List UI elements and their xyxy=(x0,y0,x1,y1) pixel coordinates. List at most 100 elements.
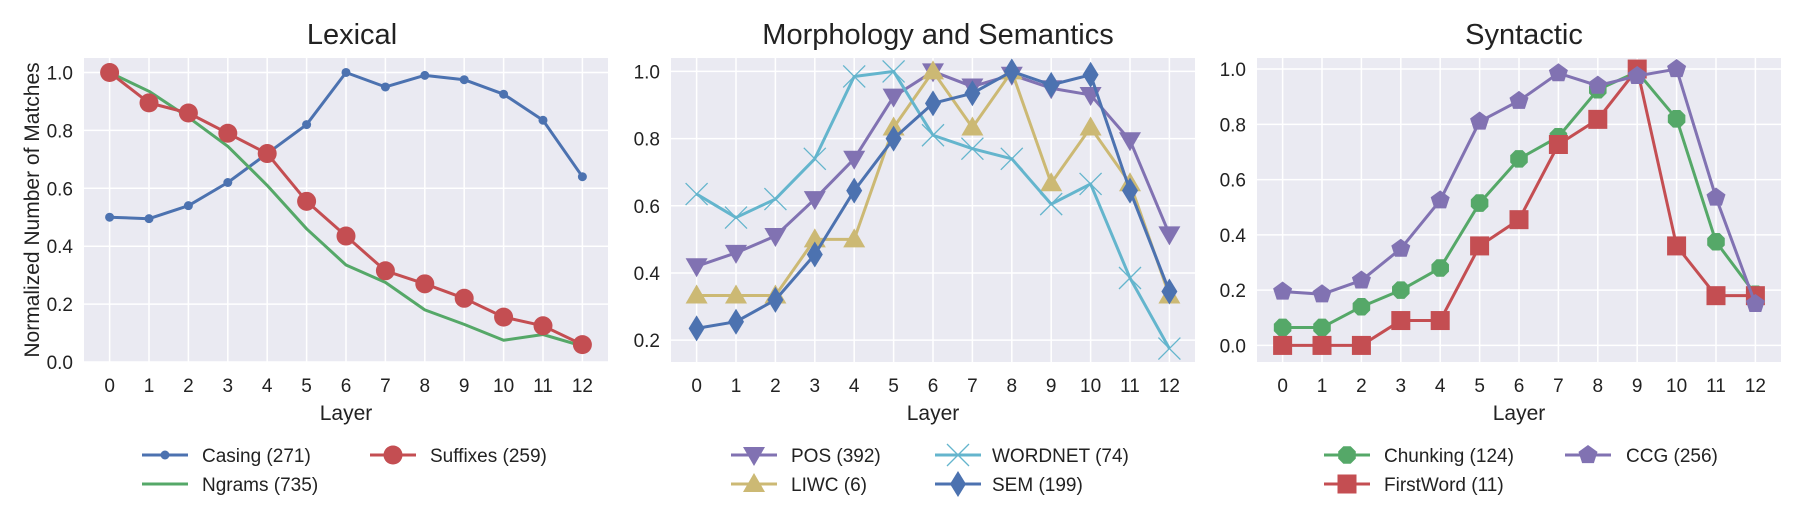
data-point xyxy=(1351,335,1371,355)
data-point xyxy=(1352,297,1371,316)
data-point xyxy=(380,82,390,92)
series-ccg xyxy=(1273,59,1765,313)
data-point xyxy=(1158,226,1181,246)
legend-label: FirstWord (11) xyxy=(1384,475,1504,496)
legend-marker xyxy=(1578,445,1598,464)
x-tick-label: 6 xyxy=(341,376,352,397)
x-axis-label: Layer xyxy=(320,402,373,425)
legend-marker xyxy=(1338,446,1356,464)
x-tick-label: 6 xyxy=(1514,376,1525,397)
x-tick-label: 2 xyxy=(183,376,194,397)
data-point xyxy=(1509,210,1529,230)
x-tick-label: 10 xyxy=(1080,376,1101,397)
data-point xyxy=(178,103,198,123)
data-point xyxy=(341,67,351,77)
data-point xyxy=(846,177,863,204)
legend-marker xyxy=(1337,474,1357,494)
data-point xyxy=(843,150,866,170)
data-point xyxy=(842,65,866,88)
x-tick-label: 0 xyxy=(104,376,115,397)
data-point xyxy=(882,59,906,83)
legend-marker xyxy=(383,445,403,465)
data-point xyxy=(139,93,159,113)
data-point xyxy=(1431,259,1449,277)
data-point xyxy=(1157,337,1181,361)
data-point xyxy=(1548,63,1568,82)
x-tick-label: 5 xyxy=(301,376,312,397)
y-tick-label: 0.4 xyxy=(47,237,74,258)
data-point xyxy=(1043,71,1060,98)
data-point xyxy=(1313,318,1331,337)
data-point xyxy=(1082,61,1099,88)
legend-marker xyxy=(743,447,765,466)
data-point xyxy=(494,307,514,327)
data-point xyxy=(803,147,827,171)
y-tick-label: 0.8 xyxy=(1220,115,1246,136)
data-point xyxy=(803,191,826,211)
data-point xyxy=(1667,236,1687,256)
chart-title: Lexical xyxy=(307,19,397,51)
data-point xyxy=(843,228,866,248)
data-point xyxy=(724,206,748,230)
x-tick-label: 9 xyxy=(459,376,470,397)
data-point xyxy=(183,201,193,211)
x-tick-label: 12 xyxy=(572,376,593,397)
series-firstword xyxy=(1273,59,1765,355)
legend-marker xyxy=(950,471,966,497)
x-tick-label: 2 xyxy=(770,376,781,397)
data-point xyxy=(688,315,705,342)
data-point xyxy=(533,316,553,336)
data-point xyxy=(1430,190,1450,209)
x-tick-label: 5 xyxy=(888,376,899,397)
data-point xyxy=(1312,284,1332,303)
data-point xyxy=(415,274,435,294)
data-point xyxy=(218,123,238,143)
chart-title: Syntactic xyxy=(1465,19,1583,51)
data-point xyxy=(538,115,548,125)
data-point xyxy=(1588,75,1608,94)
data-point xyxy=(763,187,787,211)
y-axis-label: Normalized Number of Matches xyxy=(21,62,44,357)
legend-item-casing: Casing (271) xyxy=(142,446,311,467)
data-point xyxy=(1391,311,1411,331)
data-point xyxy=(764,228,787,248)
data-point xyxy=(961,116,984,136)
data-point xyxy=(1039,192,1063,216)
data-point xyxy=(499,89,509,99)
data-point xyxy=(1040,172,1063,192)
y-tick-label: 1.0 xyxy=(634,62,660,83)
legend: POS (392) LIWC (6) WORDNET (74) SEM (199) xyxy=(731,443,1129,497)
data-point xyxy=(454,288,474,308)
data-point xyxy=(1706,187,1726,206)
data-point xyxy=(964,80,981,107)
legend-label: WORDNET (74) xyxy=(992,446,1129,467)
x-tick-label: 6 xyxy=(928,376,939,397)
legend-label: Casing (271) xyxy=(202,446,311,467)
x-tick-label: 10 xyxy=(1666,376,1687,397)
y-tick-label: 0.4 xyxy=(634,264,661,285)
data-point xyxy=(725,244,748,264)
data-point xyxy=(336,226,356,246)
y-tick-label: 0.8 xyxy=(634,130,660,151)
y-tick-label: 0.6 xyxy=(47,179,73,200)
data-point xyxy=(1351,270,1371,289)
data-point xyxy=(1079,172,1103,196)
x-tick-label: 0 xyxy=(691,376,702,397)
x-tick-label: 8 xyxy=(1007,376,1018,397)
y-tick-label: 0.6 xyxy=(1220,171,1246,192)
data-point xyxy=(1667,59,1687,78)
x-tick-label: 12 xyxy=(1159,376,1180,397)
data-point xyxy=(1470,236,1490,256)
x-tick-label: 10 xyxy=(493,376,514,397)
series-suffixes xyxy=(100,62,592,355)
legend-item-sem: SEM (199) xyxy=(935,471,1083,497)
x-tick-label: 0 xyxy=(1277,376,1288,397)
y-tick-label: 0.2 xyxy=(47,295,73,316)
data-point xyxy=(105,212,115,222)
x-axis-label: Layer xyxy=(1493,402,1546,425)
x-tick-label: 3 xyxy=(1396,376,1407,397)
data-point xyxy=(922,60,944,80)
